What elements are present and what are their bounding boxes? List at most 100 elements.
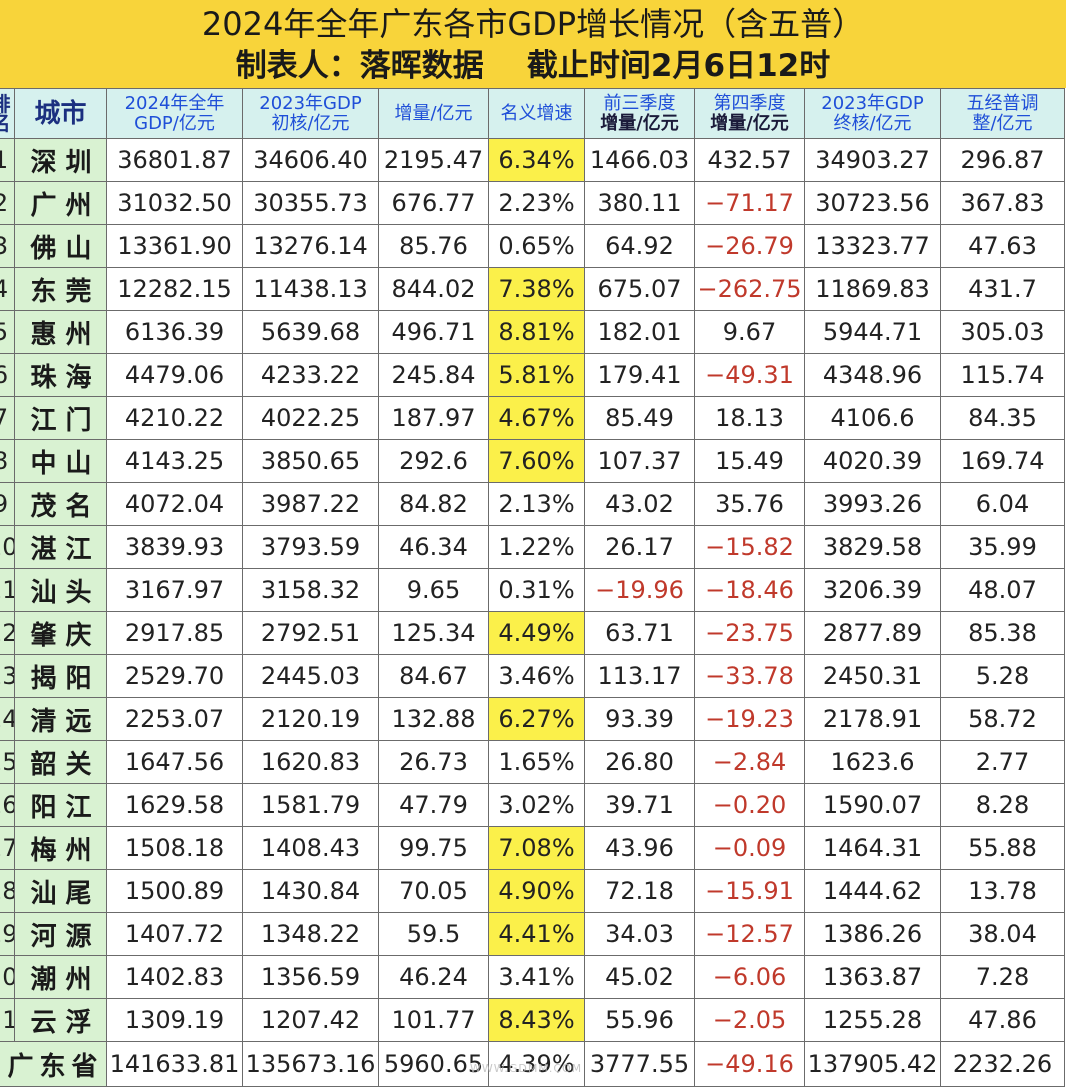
rank-cell: 10	[0, 525, 15, 569]
total-q13-cell: 3777.55	[584, 1041, 695, 1087]
rank-cell: 9	[0, 482, 15, 526]
incr-cell: 844.02	[378, 267, 489, 311]
watermark: WWW.GDMM.COM	[470, 1062, 583, 1075]
table-row: 12肇庆2917.852792.51125.344.49%63.71−23.75…	[0, 611, 1065, 655]
census-cell: 7.28	[940, 955, 1065, 999]
final2023-cell: 13323.77	[804, 224, 941, 268]
final2023-cell: 1590.07	[804, 783, 941, 827]
incr-cell: 47.79	[378, 783, 489, 827]
city-cell: 佛山	[14, 224, 107, 268]
page-subtitle: 制表人：落晖数据 截止时间2月6日12时	[235, 48, 831, 84]
q13-cell: 113.17	[584, 654, 695, 698]
rank-cell: 13	[0, 654, 15, 698]
census-cell: 115.74	[940, 353, 1065, 397]
gdp2024-cell: 4210.22	[106, 396, 243, 440]
gdp2023-cell: 1348.22	[242, 912, 379, 956]
q13-cell: 34.03	[584, 912, 695, 956]
q13-cell: 380.11	[584, 181, 695, 225]
final2023-cell: 30723.56	[804, 181, 941, 225]
q13-cell: 72.18	[584, 869, 695, 913]
final2023-cell: 2178.91	[804, 697, 941, 741]
header-final2023-bottom: 终核/亿元	[833, 112, 912, 134]
gdp2023-cell: 2792.51	[242, 611, 379, 655]
final2023-cell: 1255.28	[804, 998, 941, 1042]
incr-cell: 46.24	[378, 955, 489, 999]
q13-cell: 1466.03	[584, 138, 695, 182]
header-increment: 增量/亿元	[378, 88, 489, 139]
header-city: 城市	[14, 88, 107, 139]
rank-cell: 6	[0, 353, 15, 397]
gdp2023-cell: 2445.03	[242, 654, 379, 698]
city-cell: 广州	[14, 181, 107, 225]
gdp2023-cell: 11438.13	[242, 267, 379, 311]
q13-cell: −19.96	[584, 568, 695, 612]
rank-cell: 3	[0, 224, 15, 268]
table-row: 10湛江3839.933793.5946.341.22%26.17−15.823…	[0, 525, 1065, 569]
table-row: 5惠州6136.395639.68496.718.81%182.019.6759…	[0, 310, 1065, 354]
gdp2023-cell: 30355.73	[242, 181, 379, 225]
table-row: 11汕头3167.973158.329.650.31%−19.96−18.463…	[0, 568, 1065, 612]
gdp2024-cell: 1407.72	[106, 912, 243, 956]
q13-cell: 43.02	[584, 482, 695, 526]
gdp2024-cell: 1647.56	[106, 740, 243, 784]
q13-cell: 85.49	[584, 396, 695, 440]
city-cell: 中山	[14, 439, 107, 483]
growth-cell: 0.65%	[488, 224, 585, 268]
final2023-cell: 1363.87	[804, 955, 941, 999]
table-row: 13揭阳2529.702445.0384.673.46%113.17−33.78…	[0, 654, 1065, 698]
table-row: 8中山4143.253850.65292.67.60%107.3715.4940…	[0, 439, 1065, 483]
city-cell: 梅州	[14, 826, 107, 870]
table-row: 2广州31032.5030355.73676.772.23%380.11−71.…	[0, 181, 1065, 225]
header-census-top: 五经普调	[966, 92, 1039, 114]
total-incr-cell: 5960.65	[378, 1041, 489, 1087]
growth-cell: 4.67%	[488, 396, 585, 440]
total-row: 广东省 141633.81 135673.16 5960.65 4.39% 3777.55…	[0, 1041, 1065, 1087]
table-row: 1深圳36801.8734606.402195.476.34%1466.0343…	[0, 138, 1065, 182]
census-cell: 8.28	[940, 783, 1065, 827]
header-growth: 名义增速	[488, 88, 585, 139]
q4-cell: −0.20	[694, 783, 805, 827]
census-cell: 431.7	[940, 267, 1065, 311]
header-gdp2024-bottom: GDP/亿元	[134, 112, 215, 134]
gdp-table: 排 名 城市 2024年全年 GDP/亿元 2023年GDP 初核/亿元 增量/…	[0, 88, 1065, 1087]
census-cell: 6.04	[940, 482, 1065, 526]
gdp2024-cell: 3167.97	[106, 568, 243, 612]
header-gdp2024-top: 2024年全年	[124, 92, 225, 114]
census-cell: 47.63	[940, 224, 1065, 268]
gdp2024-cell: 1500.89	[106, 869, 243, 913]
final2023-cell: 11869.83	[804, 267, 941, 311]
table-row: 14清远2253.072120.19132.886.27%93.39−19.23…	[0, 697, 1065, 741]
gdp2023-cell: 34606.40	[242, 138, 379, 182]
growth-cell: 7.08%	[488, 826, 585, 870]
q13-cell: 43.96	[584, 826, 695, 870]
final2023-cell: 3993.26	[804, 482, 941, 526]
q13-cell: 55.96	[584, 998, 695, 1042]
incr-cell: 676.77	[378, 181, 489, 225]
rank-cell: 7	[0, 396, 15, 440]
gdp2024-cell: 1508.18	[106, 826, 243, 870]
incr-cell: 187.97	[378, 396, 489, 440]
table-row: 19河源1407.721348.2259.54.41%34.03−12.5713…	[0, 912, 1065, 956]
census-cell: 47.86	[940, 998, 1065, 1042]
final2023-cell: 4106.6	[804, 396, 941, 440]
growth-cell: 6.34%	[488, 138, 585, 182]
gdp2024-cell: 4479.06	[106, 353, 243, 397]
header-gdp2023-bottom: 初核/亿元	[271, 112, 350, 134]
gdp2024-cell: 13361.90	[106, 224, 243, 268]
rank-cell: 5	[0, 310, 15, 354]
gdp2023-cell: 1207.42	[242, 998, 379, 1042]
q13-cell: 39.71	[584, 783, 695, 827]
final2023-cell: 3829.58	[804, 525, 941, 569]
city-cell: 云浮	[14, 998, 107, 1042]
city-cell: 汕尾	[14, 869, 107, 913]
final2023-cell: 1464.31	[804, 826, 941, 870]
city-cell: 深圳	[14, 138, 107, 182]
rank-cell: 12	[0, 611, 15, 655]
city-cell: 惠州	[14, 310, 107, 354]
census-cell: 35.99	[940, 525, 1065, 569]
total-label: 广东省	[0, 1041, 107, 1087]
census-cell: 48.07	[940, 568, 1065, 612]
total-census-cell: 2232.26	[940, 1041, 1065, 1087]
gdp2024-cell: 31032.50	[106, 181, 243, 225]
census-cell: 2.77	[940, 740, 1065, 784]
